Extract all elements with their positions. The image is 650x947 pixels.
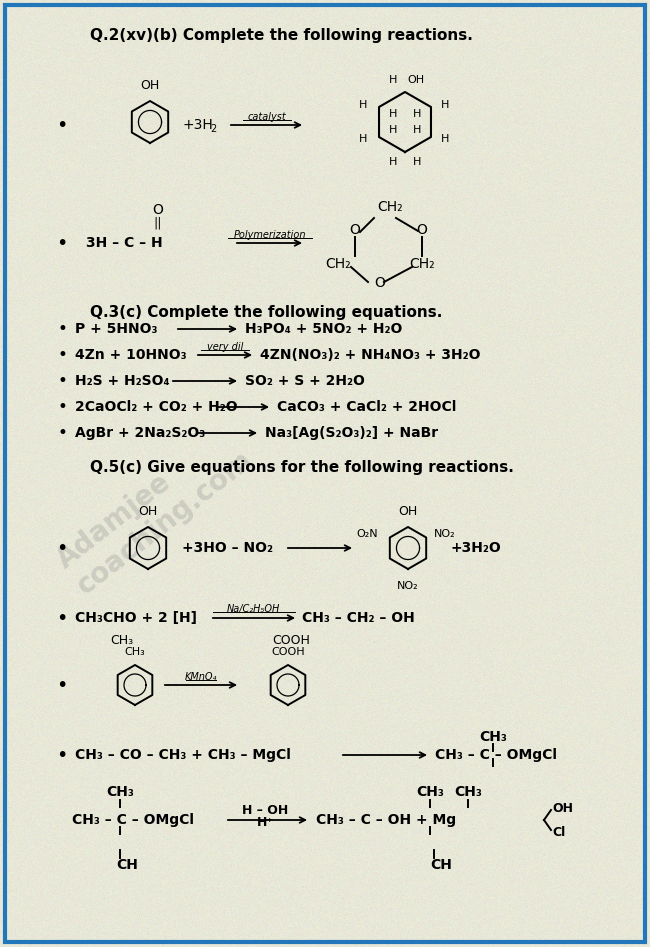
Text: OH: OH	[398, 505, 417, 518]
Text: H: H	[359, 100, 367, 110]
Text: O: O	[153, 203, 163, 217]
Text: 3H – C – H: 3H – C – H	[86, 236, 162, 250]
Text: H: H	[413, 125, 421, 135]
Text: H: H	[389, 157, 397, 167]
Text: OH: OH	[138, 505, 157, 518]
Text: CH₃: CH₃	[416, 785, 444, 799]
Text: 4Zn + 10HNO₃: 4Zn + 10HNO₃	[75, 348, 187, 362]
Text: OH: OH	[407, 75, 424, 85]
Text: CaCO₃ + CaCl₂ + 2HOCl: CaCO₃ + CaCl₂ + 2HOCl	[277, 400, 456, 414]
Text: CH₃ – C – OH + Mg: CH₃ – C – OH + Mg	[316, 813, 456, 827]
Text: CH₂: CH₂	[325, 257, 351, 271]
Text: ||: ||	[154, 217, 162, 229]
Text: CH₃: CH₃	[106, 785, 134, 799]
Text: H: H	[389, 109, 397, 119]
Text: H: H	[413, 109, 421, 119]
Text: CH₃ – C – OMgCl: CH₃ – C – OMgCl	[435, 748, 557, 762]
Text: AgBr + 2Na₂S₂O₃: AgBr + 2Na₂S₂O₃	[75, 426, 205, 440]
Text: NO₂: NO₂	[397, 581, 419, 591]
Text: catalyst: catalyst	[247, 112, 286, 122]
Text: H: H	[441, 100, 449, 110]
Text: •: •	[57, 675, 68, 694]
Text: H: H	[441, 134, 449, 144]
Text: H – OH: H – OH	[242, 803, 288, 816]
Text: Q.2(xv)(b) Complete the following reactions.: Q.2(xv)(b) Complete the following reacti…	[90, 28, 473, 43]
Text: H: H	[389, 125, 397, 135]
Text: very dil: very dil	[207, 342, 243, 352]
Text: 4ZN(NO₃)₂ + NH₄NO₃ + 3H₂O: 4ZN(NO₃)₂ + NH₄NO₃ + 3H₂O	[260, 348, 480, 362]
Text: OH: OH	[140, 79, 160, 92]
Text: Polymerization: Polymerization	[233, 230, 306, 240]
Text: H: H	[389, 75, 397, 85]
Text: COOH: COOH	[271, 647, 305, 657]
Text: •: •	[57, 234, 68, 253]
Text: CH₃CHO + 2 [H]: CH₃CHO + 2 [H]	[75, 611, 197, 625]
Text: CH₃ – CO – CH₃ + CH₃ – MgCl: CH₃ – CO – CH₃ + CH₃ – MgCl	[75, 748, 291, 762]
Text: H⁺: H⁺	[257, 815, 274, 829]
Text: OH: OH	[552, 801, 573, 814]
Text: •: •	[57, 745, 68, 764]
Text: •: •	[57, 424, 67, 442]
Text: CH₃: CH₃	[125, 647, 146, 657]
Text: 2: 2	[210, 124, 216, 134]
Text: CH₃ – CH₂ – OH: CH₃ – CH₂ – OH	[302, 611, 415, 625]
Text: H₂S + H₂SO₄: H₂S + H₂SO₄	[75, 374, 170, 388]
Text: +3H: +3H	[183, 118, 214, 132]
Text: CH₂: CH₂	[377, 200, 403, 214]
Text: COOH: COOH	[272, 634, 310, 647]
Text: NO₂: NO₂	[434, 529, 456, 539]
Text: H₃PO₄ + 5NO₂ + H₂O: H₃PO₄ + 5NO₂ + H₂O	[245, 322, 402, 336]
Text: H: H	[413, 157, 421, 167]
Text: Na₃[Ag(S₂O₃)₂] + NaBr: Na₃[Ag(S₂O₃)₂] + NaBr	[265, 426, 438, 440]
Text: Q.5(c) Give equations for the following reactions.: Q.5(c) Give equations for the following …	[90, 460, 514, 475]
Text: •: •	[57, 346, 67, 364]
Text: +3HO – NO₂: +3HO – NO₂	[182, 541, 273, 555]
Text: •: •	[57, 609, 68, 628]
Text: O: O	[374, 276, 385, 290]
Text: Cl: Cl	[552, 826, 566, 838]
Text: 2CaOCl₂ + CO₂ + H₂O: 2CaOCl₂ + CO₂ + H₂O	[75, 400, 238, 414]
Text: CH₃: CH₃	[110, 634, 133, 647]
Text: CH: CH	[116, 858, 138, 872]
Text: CH₃ – C – OMgCl: CH₃ – C – OMgCl	[72, 813, 194, 827]
Text: •: •	[57, 320, 67, 338]
Text: SO₂ + S + 2H₂O: SO₂ + S + 2H₂O	[245, 374, 365, 388]
Text: •: •	[57, 116, 68, 134]
Text: O: O	[350, 223, 361, 237]
Text: O: O	[417, 223, 428, 237]
Text: CH: CH	[430, 858, 452, 872]
Text: H: H	[359, 134, 367, 144]
Text: KMnO₄: KMnO₄	[185, 672, 217, 682]
Text: P + 5HNO₃: P + 5HNO₃	[75, 322, 157, 336]
Text: +3H₂O: +3H₂O	[450, 541, 500, 555]
Text: Na/C₂H₅OH: Na/C₂H₅OH	[226, 604, 280, 614]
Text: •: •	[57, 372, 67, 390]
Text: CH₃: CH₃	[454, 785, 482, 799]
Text: Adamjee
coaching.com: Adamjee coaching.com	[52, 420, 259, 600]
Text: •: •	[57, 398, 67, 416]
Text: Q.3(c) Complete the following equations.: Q.3(c) Complete the following equations.	[90, 305, 443, 320]
Text: CH₂: CH₂	[410, 257, 435, 271]
Text: CH₃: CH₃	[479, 730, 507, 744]
Text: •: •	[57, 539, 68, 558]
Text: O₂N: O₂N	[356, 529, 378, 539]
